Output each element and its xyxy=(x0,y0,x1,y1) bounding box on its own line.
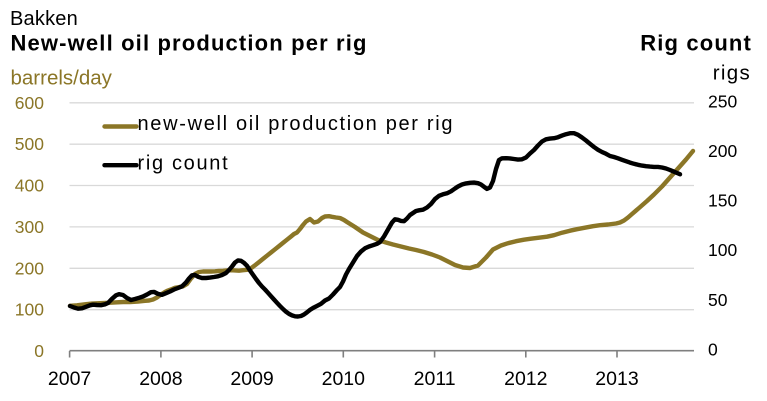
svg-text:100: 100 xyxy=(15,300,44,320)
svg-text:250: 250 xyxy=(708,91,737,111)
svg-text:300: 300 xyxy=(15,217,44,237)
svg-text:150: 150 xyxy=(708,191,737,211)
svg-text:0: 0 xyxy=(34,341,44,361)
svg-text:200: 200 xyxy=(15,258,44,278)
svg-text:400: 400 xyxy=(15,176,44,196)
svg-text:200: 200 xyxy=(708,141,737,161)
svg-text:100: 100 xyxy=(708,240,737,260)
svg-text:2010: 2010 xyxy=(322,368,366,390)
svg-text:rig count: rig count xyxy=(138,153,230,175)
svg-text:500: 500 xyxy=(15,134,44,154)
svg-text:2013: 2013 xyxy=(595,368,638,390)
svg-text:0: 0 xyxy=(708,340,718,360)
svg-text:new-well oil production per ri: new-well oil production per rig xyxy=(138,113,455,135)
svg-text:rigs: rigs xyxy=(713,62,751,85)
svg-text:50: 50 xyxy=(708,290,728,310)
svg-text:barrels/day: barrels/day xyxy=(11,67,113,90)
svg-text:2012: 2012 xyxy=(504,368,547,390)
svg-text:Bakken: Bakken xyxy=(10,8,78,30)
svg-text:New-well oil production per ri: New-well oil production per rig xyxy=(11,31,368,56)
svg-text:600: 600 xyxy=(15,93,44,113)
svg-text:2009: 2009 xyxy=(230,368,273,390)
svg-text:2011: 2011 xyxy=(414,368,456,390)
svg-text:2008: 2008 xyxy=(139,368,182,390)
svg-text:2007: 2007 xyxy=(48,368,91,390)
svg-text:Rig count: Rig count xyxy=(640,31,752,56)
